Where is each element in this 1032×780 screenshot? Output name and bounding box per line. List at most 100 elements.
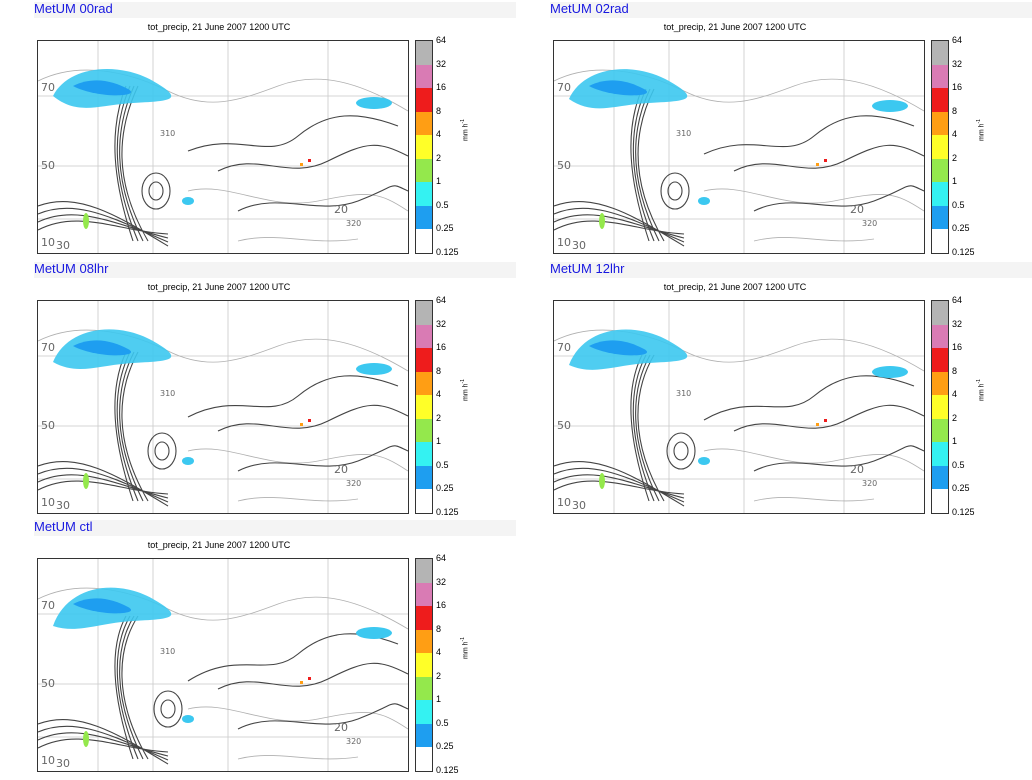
colorbar-tick-label: 2: [436, 152, 442, 163]
colorbar-segment: [416, 442, 432, 467]
contour-line: [632, 354, 655, 502]
precip-map: 70 50 20 30 10 310 320: [553, 40, 925, 254]
contour-line: [121, 351, 149, 502]
precip-blob: [872, 366, 908, 378]
precip-field: [53, 587, 392, 747]
colorbar-tick-label: 16: [952, 342, 963, 353]
colorbar-segment: [932, 418, 948, 443]
colorbar-segment: [416, 41, 432, 65]
colorbar-segment: [416, 88, 432, 113]
colorbar: [415, 300, 433, 514]
plot-panel-02rad: MetUM 02rad tot_precip, 21 June 2007 120…: [550, 1, 1032, 260]
precip-cell: [816, 163, 819, 166]
precip-cell: [308, 677, 311, 680]
colorbar-units: mm h-1: [460, 119, 470, 141]
coastline: [237, 237, 359, 242]
contour-line: [38, 732, 169, 757]
map-label: 30: [56, 757, 70, 770]
panel-header: MetUM 08lhr: [34, 261, 516, 278]
map-label: 20: [850, 463, 864, 476]
contour-line: [554, 480, 685, 495]
plot-panel-08lhr: MetUM 08lhr tot_precip, 21 June 2007 120…: [34, 261, 516, 520]
contour-line: [38, 467, 169, 503]
colorbar-segment: [932, 158, 948, 183]
colorbar-segment: [932, 41, 948, 65]
colorbar-segment: [416, 395, 432, 420]
contours: [554, 354, 924, 507]
colorbar-tick-label: 8: [952, 365, 958, 376]
colorbar-tick-label: 32: [436, 318, 447, 329]
panel-header: MetUM ctl: [34, 519, 516, 536]
map-label: 20: [334, 463, 348, 476]
colorbar-segment: [416, 559, 432, 583]
colorbar-tick-label: 8: [436, 365, 442, 376]
colorbar-segment: [416, 629, 432, 654]
colorbar-segment: [416, 324, 432, 349]
precip-map: 70 50 20 30 10 310 320: [37, 558, 409, 772]
precip-cell: [308, 419, 311, 422]
colorbar-units: mm h-1: [976, 379, 986, 401]
panel-title: MetUM 00rad: [34, 1, 113, 16]
colorbar-tick-label: 0.25: [952, 483, 970, 494]
contour-line: [38, 719, 169, 765]
contour-ring: [667, 181, 683, 201]
colorbar-segment: [416, 489, 432, 514]
precip-field: [53, 69, 392, 229]
contour-line: [630, 354, 650, 502]
map-label: 310: [160, 129, 175, 138]
colorbar-tick-label: 0.125: [952, 507, 975, 517]
colorbar-tick-label: 1: [436, 436, 442, 447]
contour-line: [119, 351, 144, 502]
precip-blob: [73, 598, 131, 614]
contour-line: [237, 445, 408, 472]
precip-cell: [824, 159, 827, 162]
contour-line: [554, 207, 685, 243]
colorbar: [415, 40, 433, 254]
colorbar-segment: [932, 489, 948, 514]
colorbar-tick-label: 32: [952, 58, 963, 69]
precip-cell: [308, 159, 311, 162]
colorbar-segment: [416, 301, 432, 325]
precip-blob: [73, 80, 131, 96]
precip-blob: [83, 731, 89, 747]
contour-line: [119, 615, 144, 760]
colorbar-segment: [416, 747, 432, 772]
map-label: 70: [41, 599, 55, 612]
colorbar-tick-label: 8: [952, 105, 958, 116]
map-label: 20: [334, 721, 348, 734]
colorbar-segment: [932, 205, 948, 230]
contour-line: [217, 662, 408, 690]
colorbar-tick-label: 0.125: [436, 765, 459, 775]
contour-line: [119, 85, 144, 242]
coastline: [237, 755, 359, 760]
contour-line: [114, 615, 134, 760]
contour-line: [38, 201, 169, 247]
colorbar-segment: [416, 606, 432, 631]
colorbar-segment: [416, 205, 432, 230]
colorbar-tick-label: 0.125: [952, 247, 975, 257]
contour-line: [733, 404, 924, 432]
colorbar-segment: [932, 135, 948, 160]
map-label: 70: [557, 341, 571, 354]
contour-line: [187, 375, 399, 418]
coastline: [187, 448, 408, 472]
colorbar-tick-label: 0.5: [952, 459, 965, 470]
colorbar-tick-label: 64: [436, 553, 447, 563]
panel-header: MetUM 00rad: [34, 1, 516, 18]
map-label: 10: [557, 236, 571, 249]
colorbar-segment: [932, 64, 948, 89]
plot-panel-ctl: MetUM ctl tot_precip, 21 June 2007 1200 …: [34, 519, 516, 778]
map-label: 310: [160, 647, 175, 656]
coastline: [753, 237, 875, 242]
colorbar-segment: [416, 182, 432, 207]
plot-panel-00rad: MetUM 00rad tot_precip, 21 June 2007 120…: [34, 1, 516, 260]
map-label: 10: [41, 236, 55, 249]
contour-line: [753, 185, 924, 212]
contour-line: [38, 214, 169, 239]
coastline: [703, 188, 924, 212]
